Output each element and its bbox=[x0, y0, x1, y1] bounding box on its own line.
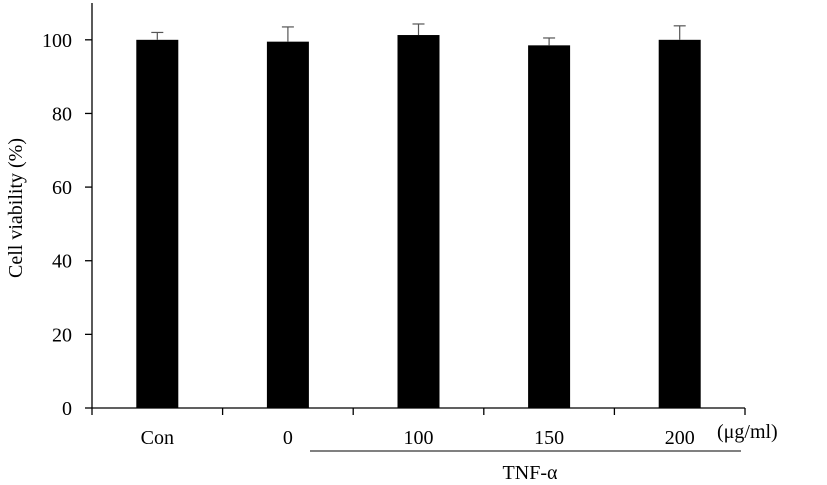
y-tick-label: 60 bbox=[52, 177, 72, 199]
y-axis-title: Cell viability (%) bbox=[5, 138, 27, 278]
bar-series bbox=[136, 35, 701, 409]
y-tick-label: 40 bbox=[52, 251, 72, 273]
y-tick-label: 20 bbox=[52, 324, 72, 346]
x-tick-label: 200 bbox=[665, 427, 695, 449]
x-axis-ticks: Con 0 100 150 200 bbox=[91, 408, 746, 449]
bar-200 bbox=[658, 39, 701, 409]
y-tick-label: 0 bbox=[62, 398, 72, 420]
bar-100 bbox=[397, 35, 440, 408]
x-tick-label: 100 bbox=[404, 427, 434, 449]
bar-0 bbox=[266, 41, 309, 409]
y-tick-label: 80 bbox=[52, 103, 72, 125]
bar-Con bbox=[136, 39, 179, 409]
bar-150 bbox=[528, 45, 571, 408]
error-bars bbox=[151, 23, 686, 46]
y-axis-ticks: 0 20 40 60 80 100 bbox=[42, 30, 92, 420]
x-tick-label: 150 bbox=[534, 427, 564, 449]
x-tick-label: Con bbox=[141, 427, 174, 449]
group-label: TNF-α bbox=[503, 462, 558, 484]
y-tick-label: 100 bbox=[42, 30, 72, 52]
x-tick-label: 0 bbox=[283, 427, 293, 449]
unit-label: (μg/ml) bbox=[717, 421, 778, 443]
